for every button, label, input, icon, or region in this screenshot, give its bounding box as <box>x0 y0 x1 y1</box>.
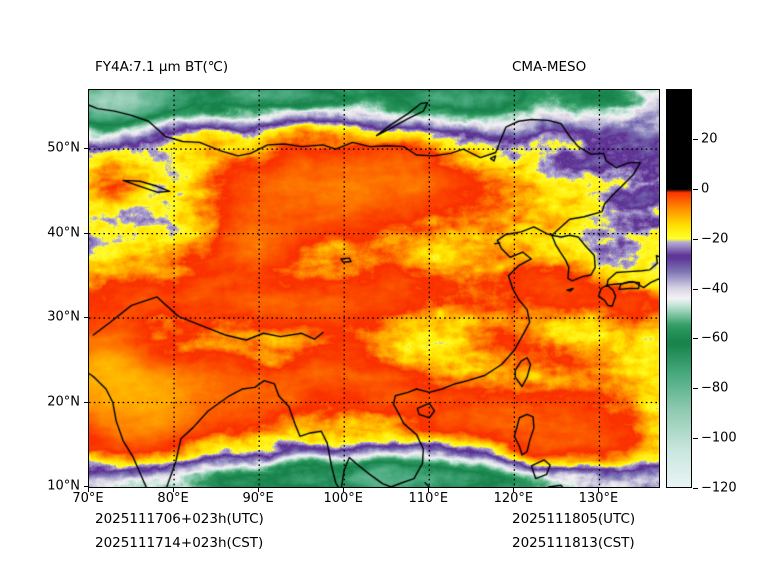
x-tick-label-0: 70°E <box>72 491 104 506</box>
colorbar-tick <box>693 338 698 340</box>
map-panel[interactable] <box>88 89 660 488</box>
colorbar-tick <box>693 138 698 140</box>
footer-right-cst: 2025111813(CST) <box>512 535 635 551</box>
colorbar-tick-label-0: 20 <box>701 131 718 147</box>
colorbar-tick-label-6: −100 <box>701 430 737 446</box>
y-tick <box>84 232 88 234</box>
x-tick <box>343 488 345 492</box>
colorbar-tick <box>693 288 698 290</box>
colorbar-tick <box>693 388 698 390</box>
colorbar-tick <box>693 488 698 489</box>
colorbar-tick-label-4: −60 <box>701 330 729 346</box>
y-tick-label-3: 40°N <box>47 225 80 241</box>
footer-left-utc: 2025111706+023h(UTC) <box>95 511 264 527</box>
colorbar-tick <box>693 238 698 240</box>
y-tick <box>84 317 88 319</box>
x-tick <box>513 488 515 492</box>
x-tick-label-6: 130°E <box>578 491 619 506</box>
colorbar-tick-label-3: −40 <box>701 281 729 296</box>
colorbar-tick-label-7: −120 <box>701 480 737 496</box>
x-tick <box>428 488 430 492</box>
colorbar-tick-label-5: −80 <box>701 380 729 396</box>
x-tick <box>598 488 600 492</box>
y-tick <box>84 148 88 150</box>
model-title: CMA-MESO <box>512 59 587 75</box>
x-tick-label-5: 120°E <box>493 491 534 506</box>
x-tick <box>173 488 175 492</box>
page-title: FY4A:7.1 μm BT(℃) <box>95 59 229 75</box>
colorbar[interactable] <box>666 89 692 488</box>
x-tick-label-1: 80°E <box>157 491 189 506</box>
x-tick-label-3: 100°E <box>323 491 363 506</box>
footer-left-cst: 2025111714+023h(CST) <box>95 535 264 551</box>
colorbar-tick-label-1: 0 <box>701 181 710 197</box>
x-tick-label-4: 110°E <box>408 491 449 506</box>
x-tick <box>258 488 260 492</box>
lat-lon-gridlines <box>89 90 659 487</box>
footer-right-utc: 2025111805(UTC) <box>512 511 636 527</box>
y-tick-label-2: 30°N <box>47 309 80 325</box>
colorbar-gradient <box>667 90 691 487</box>
y-tick <box>84 401 88 403</box>
y-tick-label-0: 10°N <box>47 478 80 494</box>
x-tick <box>88 488 89 492</box>
y-tick <box>84 486 88 487</box>
y-tick-label-4: 50°N <box>47 140 80 156</box>
y-tick-label-1: 20°N <box>47 394 80 410</box>
colorbar-tick-label-2: −20 <box>701 231 729 247</box>
x-tick-label-2: 90°E <box>242 491 274 506</box>
colorbar-tick <box>693 188 698 190</box>
satellite-image <box>89 90 659 487</box>
colorbar-tick <box>693 438 698 440</box>
